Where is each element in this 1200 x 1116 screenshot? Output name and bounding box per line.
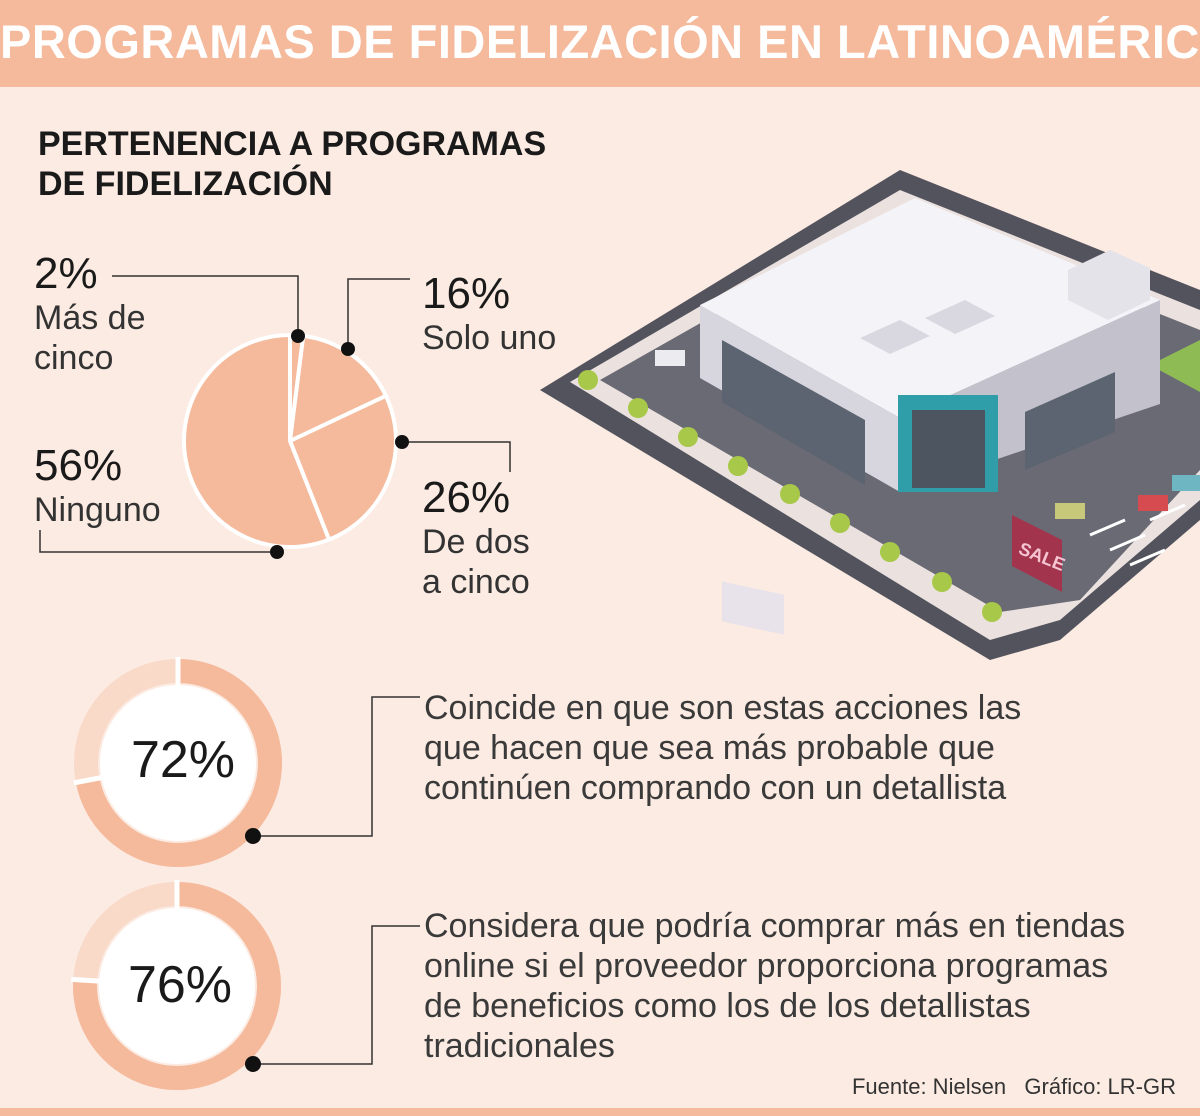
footer-source: Fuente: Nielsen: [851, 1074, 1007, 1099]
slice-label-line1: Solo uno: [422, 319, 557, 357]
roof-unit: [925, 300, 995, 334]
desc-line: tradicionales: [424, 1027, 615, 1065]
slice-pct: 16%: [422, 269, 511, 318]
sale-sign: [1012, 515, 1062, 592]
car: [1055, 503, 1085, 519]
section-title-line2: DE FIDELIZACIÓN: [38, 165, 333, 203]
slice-label-line1: De dos: [422, 523, 530, 561]
leader-line-mas-de-cinco: [112, 275, 299, 336]
ring-separator: [71, 976, 100, 984]
pie-leader-lines: [39, 275, 511, 1065]
pie-slice-2: [288, 333, 388, 443]
grass-patch: [1150, 340, 1200, 392]
truck: [722, 581, 784, 635]
leader-line-dos-a-cinco: [402, 441, 511, 472]
title-banner: PROGRAMAS DE FIDELIZACIÓN EN LATINOAMÉRI…: [0, 0, 1200, 87]
leader-line-solo-uno: [347, 278, 410, 349]
footer-credit: Gráfico: LR-GR: [1024, 1074, 1176, 1099]
desc-line: que hacen que sea más probable que: [424, 729, 995, 767]
parking-line: [1129, 548, 1166, 567]
desc-line: online si el proveedor proporciona progr…: [424, 947, 1109, 985]
tree: [932, 572, 952, 592]
desc-line: de beneficios como los de los detallista…: [424, 987, 1031, 1025]
slice-pct: 26%: [422, 473, 511, 522]
ring-center-76: [99, 908, 255, 1064]
tree: [628, 398, 648, 418]
trees: [578, 370, 1002, 622]
section-title: PERTENENCIA A PROGRAMAS DE FIDELIZACIÓN: [38, 124, 598, 204]
car: [655, 350, 685, 366]
desc-line: Considera que podría comprar más en tien…: [424, 907, 1126, 945]
store-illustration: SALE: [540, 170, 1200, 660]
car: [1138, 495, 1168, 511]
ring-76-description: Considera que podría comprar más en tien…: [424, 906, 1184, 1066]
parking-line: [1109, 533, 1146, 552]
tree: [678, 427, 698, 447]
ring-separator: [73, 775, 102, 786]
slice-label-mas-de-cinco: 2% Más de cinco: [34, 250, 146, 378]
tree: [728, 456, 748, 476]
slice-label-dos-a-cinco: 26% De dos a cinco: [422, 474, 530, 602]
slice-label-line1: Más de: [34, 299, 146, 337]
cars: [655, 350, 1200, 519]
slice-label-line2: a cinco: [422, 563, 530, 601]
tree: [830, 513, 850, 533]
ring-76-value: 76%: [127, 956, 233, 1014]
section-title-line1: PERTENENCIA A PROGRAMAS: [38, 125, 547, 163]
leader-line-ring-76: [253, 925, 420, 1065]
slice-label-line2: cinco: [34, 339, 114, 377]
slice-label-line1: Ninguno: [34, 491, 161, 529]
leader-dots: [270, 329, 409, 559]
window-band: [722, 340, 865, 485]
footer-credits: Fuente: Nielsen Gráfico: LR-GR: [760, 1074, 1176, 1100]
tree: [982, 602, 1002, 622]
dot-solo-uno: [341, 342, 355, 356]
car: [1172, 475, 1200, 491]
slice-label-ninguno: 56% Ninguno: [34, 442, 161, 530]
ring-dot-76: [245, 1056, 261, 1072]
desc-line: Coincide en que son estas acciones las: [424, 689, 1022, 727]
tree: [578, 370, 598, 390]
pie-chart: [182, 333, 398, 549]
slice-pct: 2%: [34, 249, 98, 298]
tree: [780, 484, 800, 504]
parking-lines: [1089, 503, 1186, 567]
ring-dot-72: [245, 828, 261, 844]
slice-label-solo-uno: 16% Solo uno: [422, 270, 556, 358]
building-roof: [700, 198, 1160, 418]
ring-charts: [71, 657, 282, 1090]
window-band: [1025, 372, 1115, 470]
ring-72-value: 72%: [130, 731, 236, 789]
roof-unit: [860, 320, 930, 354]
roof-tower: [1068, 250, 1150, 320]
tree: [880, 542, 900, 562]
page-title: PROGRAMAS DE FIDELIZACIÓN EN LATINOAMÉRI…: [0, 15, 1200, 68]
parking-line: [1089, 518, 1126, 537]
desc-line: continúen comprando con un detallista: [424, 769, 1007, 807]
parking-line: [1149, 503, 1186, 522]
dot-mas-de-cinco: [291, 329, 305, 343]
entrance-glass: [912, 410, 985, 488]
ring-center-72: [100, 685, 256, 841]
leader-line-ninguno: [39, 530, 277, 553]
dot-dos-a-cinco: [395, 435, 409, 449]
ring-72-description: Coincide en que son estas acciones las q…: [424, 688, 1184, 808]
dot-ninguno: [270, 545, 284, 559]
bottom-accent-line: [0, 1108, 1200, 1116]
slice-pct: 56%: [34, 441, 123, 490]
leader-line-ring-72: [253, 696, 420, 837]
